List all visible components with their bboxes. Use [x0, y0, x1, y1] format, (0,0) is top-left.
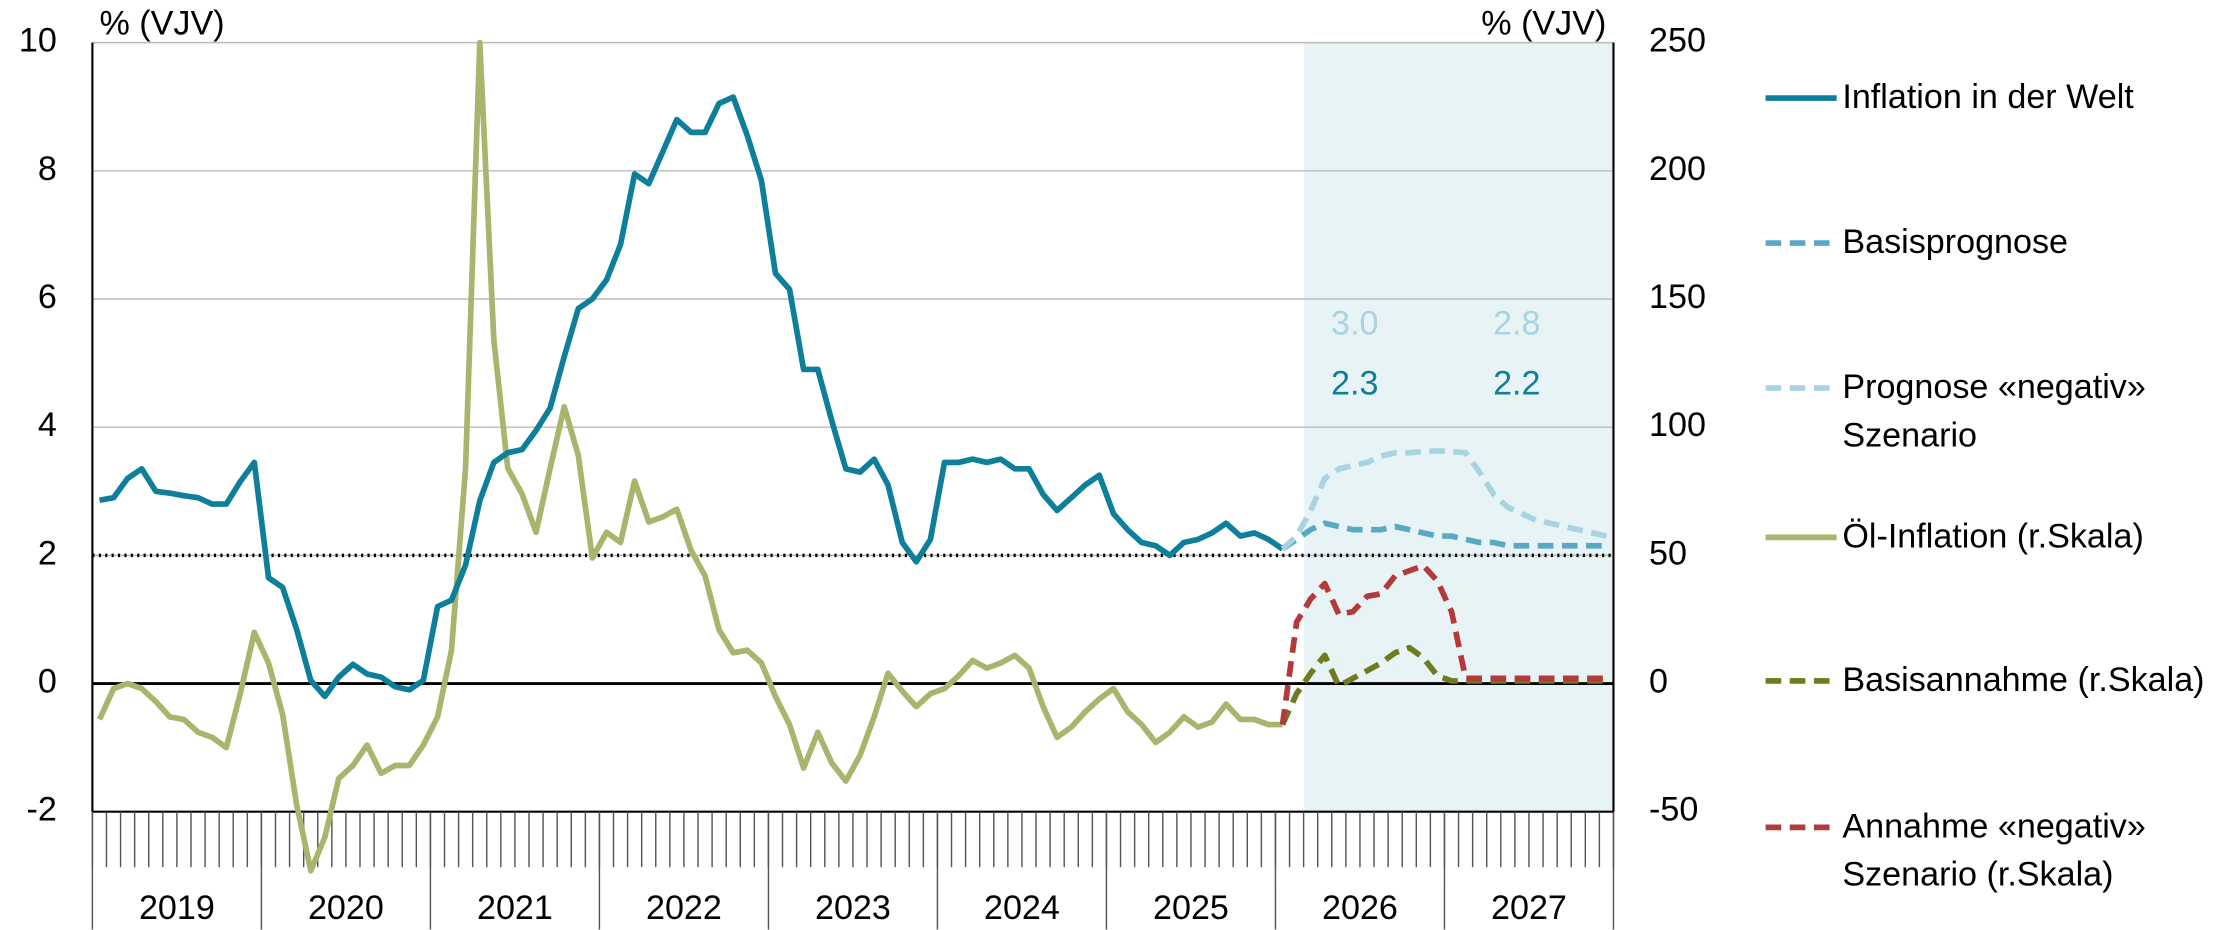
y2-tick-label: -50	[1649, 791, 1698, 829]
legend-swatch	[1765, 534, 1837, 541]
x-tick-label: 2027	[1491, 889, 1567, 927]
legend-label: Inflation in der Welt	[1842, 78, 2134, 117]
x-tick-label: 2021	[477, 889, 553, 927]
y2-axis-label: % (VJV)	[1481, 5, 1606, 43]
legend-swatch	[1765, 678, 1837, 684]
annotation: 2.3	[1331, 364, 1378, 402]
y-tick-label: 0	[38, 663, 57, 701]
series-line	[99, 94, 1285, 700]
legend-swatch	[1765, 95, 1837, 101]
series-line	[96, 39, 1283, 874]
y-tick-label: 2	[38, 534, 57, 572]
legend-label: Öl-Inflation (r.Skala)	[1842, 517, 2144, 556]
y2-tick-label: 100	[1649, 406, 1706, 444]
legend-label: Annahme «negativ» Szenario (r.Skala)	[1842, 807, 2146, 895]
y-tick-label: -2	[27, 791, 57, 829]
annotation: 3.0	[1331, 305, 1378, 343]
x-tick-label: 2025	[1153, 889, 1229, 927]
y-tick-label: 4	[38, 406, 57, 444]
x-tick-label: 2024	[984, 889, 1060, 927]
series-line	[1280, 520, 1607, 552]
x-tick-label: 2026	[1322, 889, 1398, 927]
y2-tick-label: 200	[1649, 150, 1706, 188]
y2-tick-label: 0	[1649, 663, 1668, 701]
y2-tick-label: 250	[1649, 22, 1706, 60]
annotation: 2.2	[1493, 364, 1540, 402]
series-line	[1279, 562, 1607, 725]
y2-tick-label: 150	[1649, 278, 1706, 316]
x-tick-label: 2023	[815, 889, 891, 927]
legend-label: Basisprognose	[1842, 223, 2069, 262]
x-tick-label: 2019	[139, 889, 215, 927]
legend-label: Basisannahme (r.Skala)	[1842, 661, 2205, 700]
y2-tick-label: 50	[1649, 534, 1687, 572]
y-tick-label: 10	[19, 22, 57, 60]
legend-label: Prognose «negativ» Szenario	[1842, 368, 2146, 455]
y-tick-label: 8	[38, 150, 57, 188]
legend-swatch	[1765, 240, 1837, 246]
y-tick-label: 6	[38, 278, 57, 316]
legend-swatch	[1765, 824, 1837, 831]
legend-swatch	[1765, 385, 1837, 391]
annotation: 2.8	[1493, 305, 1540, 343]
x-tick-label: 2022	[646, 889, 722, 927]
x-tick-label: 2020	[308, 889, 384, 927]
series-line	[1280, 448, 1607, 552]
y-axis-label: % (VJV)	[100, 5, 225, 43]
